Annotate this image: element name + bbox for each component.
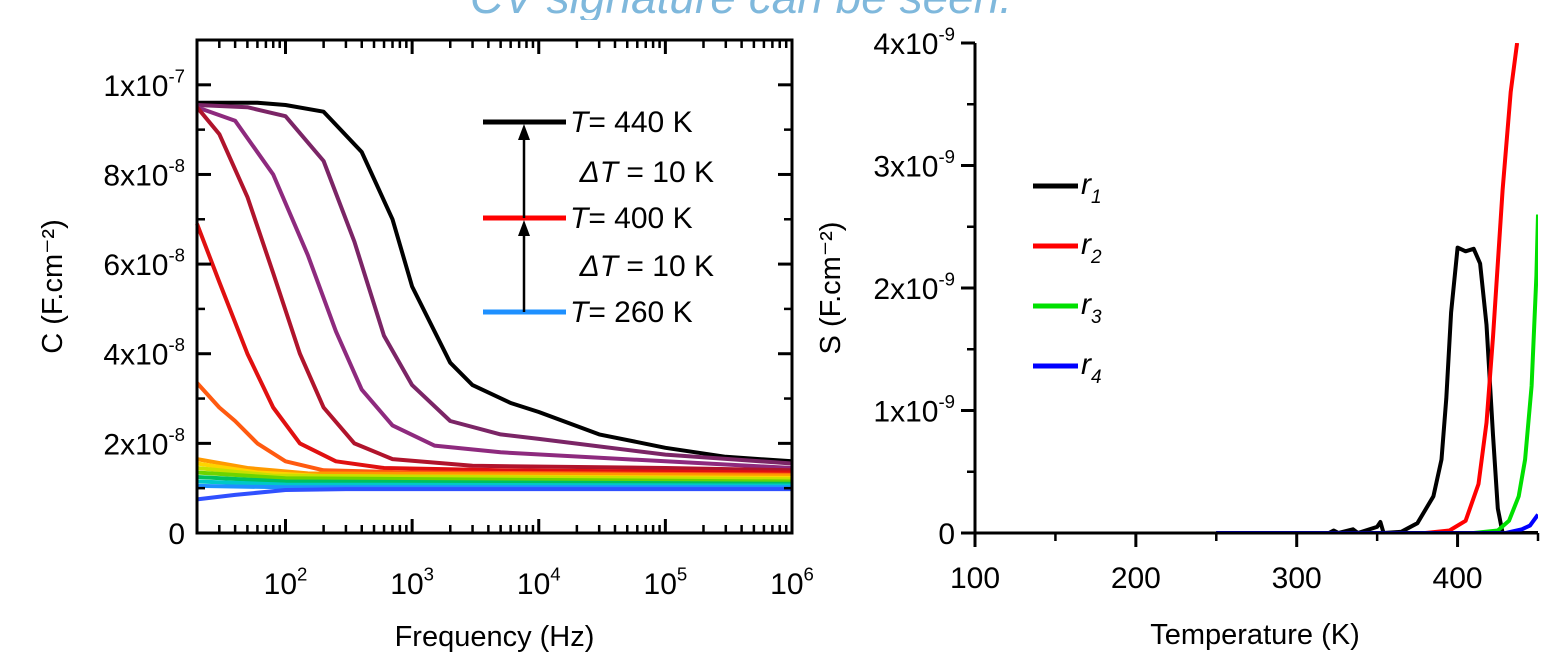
y-tick-label: 3x10-9 [873,146,955,184]
legend-arrow-head [518,220,530,236]
x-tick-label: 300 [1272,562,1322,595]
legend-entry: r4 [1081,348,1102,388]
legend-entry: r1 [1081,168,1102,208]
signature-panel: 100 200 300 400 0 1x10-9 2x10-9 3x10-9 4x10-9 r1… [815,24,1540,651]
legend-entry: T= 400 K [570,202,693,235]
capacitance-panel: 102 103 104 105 106 0 2x10-8 4x10-8 6x10-8 8x10-8… [37,38,814,653]
legend-entry: T= 260 K [570,296,693,329]
legend-entry: T= 440 K [570,106,693,139]
signature-ticks: 100 200 300 400 0 1x10-9 2x10-9 3x10-9 4x10-9 [873,24,1540,595]
capacitance-series [195,100,793,502]
capacitance-series-line [196,105,793,470]
x-tick-label: 200 [1111,562,1161,595]
capacitance-series-line [196,479,793,488]
signature-legend: r1 r2 r3 r4 [1033,168,1102,388]
y-tick-label: 1x10-9 [873,391,955,429]
capacitance-series-line [196,475,793,486]
capacitance-x-axis-label: Frequency (Hz) [395,621,595,653]
x-tick-label: 104 [517,564,561,602]
x-tick-label: 103 [390,564,434,602]
legend-entry: r3 [1081,288,1102,328]
signature-series-line [1216,43,1520,533]
slide-banner: CV signature can be seen. [0,0,1563,20]
signature-series [1216,43,1538,533]
x-tick-label: 105 [644,564,688,602]
capacitance-series-line [196,470,793,484]
signature-series-line [1216,513,1538,533]
capacitance-series-line [195,105,793,473]
x-tick-label: 100 [950,562,1000,595]
capacitance-ticks: 102 103 104 105 106 0 2x10-8 4x10-8 6x10-8 8x10-8… [103,40,814,602]
x-tick-label: 400 [1433,562,1483,595]
signature-series-line [1216,245,1538,533]
capacitance-series-line [196,487,792,502]
legend-entry: ΔT = 10 K [579,156,714,189]
capacitance-legend: T= 440 K ΔT = 10 K T= 400 K ΔT = 10 K T= 260… [483,106,714,329]
legend-arrow-head [518,124,530,140]
y-tick-label: 8x10-8 [103,155,185,193]
y-tick-label: 1x10-7 [103,65,185,103]
capacitance-series-line [197,100,793,464]
y-tick-label: 2x10-9 [873,269,955,307]
signature-y-axis-label: S (F.cm⁻²) [815,222,847,355]
y-tick-label: 0 [168,518,185,551]
signature-x-axis-label: Temperature (K) [1150,619,1360,651]
x-tick-label: 106 [770,564,814,602]
capacitance-series-line [195,223,793,475]
legend-entry: ΔT = 10 K [579,250,714,283]
x-tick-label: 102 [264,564,308,602]
capacitance-plot-frame [195,38,794,535]
y-tick-label: 6x10-8 [103,245,185,283]
banner-text: CV signature can be seen. [470,0,1012,20]
capacitance-y-axis-label: C (F.cm⁻²) [37,219,69,354]
capacitance-series-line [196,483,792,490]
y-tick-label: 0 [938,518,955,551]
y-tick-label: 4x10-8 [103,334,185,372]
y-tick-label: 2x10-8 [103,424,185,462]
capacitance-series-line [196,103,793,466]
y-tick-label: 4x10-9 [873,24,955,62]
legend-entry: r2 [1081,228,1102,268]
capacitance-series-line [196,457,793,478]
